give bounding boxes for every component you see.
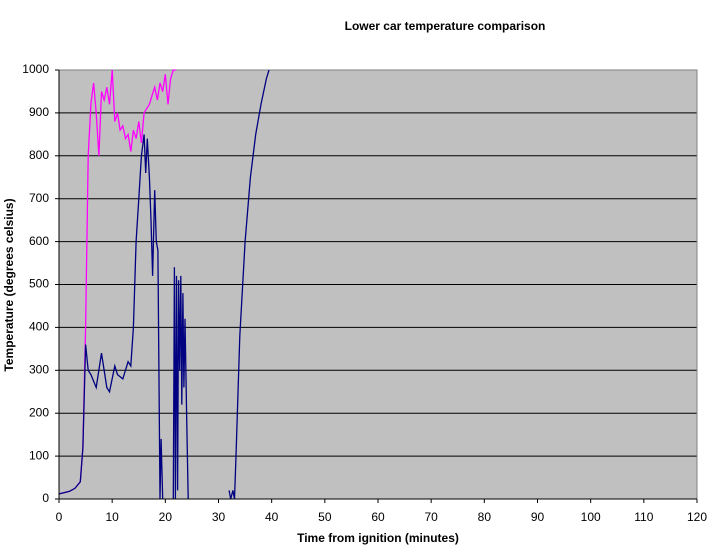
y-tick-label: 100	[29, 448, 49, 462]
x-tick-label: 0	[56, 510, 63, 524]
y-tick-label: 900	[29, 105, 49, 119]
x-tick-label: 60	[371, 510, 385, 524]
x-tick-label: 20	[159, 510, 173, 524]
y-tick-label: 500	[29, 277, 49, 291]
chart-title: Lower car temperature comparison	[345, 19, 546, 33]
x-tick-label: 50	[318, 510, 332, 524]
x-tick-label: 100	[581, 510, 601, 524]
x-axis-label: Time from ignition (minutes)	[297, 531, 459, 545]
y-axis-label: Temperature (degrees celsius)	[2, 198, 16, 371]
x-tick-label: 40	[265, 510, 279, 524]
x-tick-label: 10	[105, 510, 119, 524]
y-tick-label: 800	[29, 148, 49, 162]
x-tick-label: 70	[424, 510, 438, 524]
x-tick-label: 30	[212, 510, 226, 524]
x-tick-label: 110	[634, 510, 653, 524]
y-tick-label: 700	[29, 191, 49, 205]
y-tick-label: 300	[29, 362, 49, 376]
y-tick-label: 0	[42, 491, 49, 505]
series-line	[59, 69, 176, 495]
y-tick-label: 1000	[22, 62, 49, 76]
x-tick-label: 120	[687, 510, 707, 524]
x-tick-label: 90	[531, 510, 545, 524]
x-tick-label: 80	[478, 510, 492, 524]
series-line	[59, 69, 270, 500]
y-tick-label: 600	[29, 234, 49, 248]
y-tick-label: 400	[29, 320, 49, 334]
y-tick-label: 200	[29, 405, 49, 419]
